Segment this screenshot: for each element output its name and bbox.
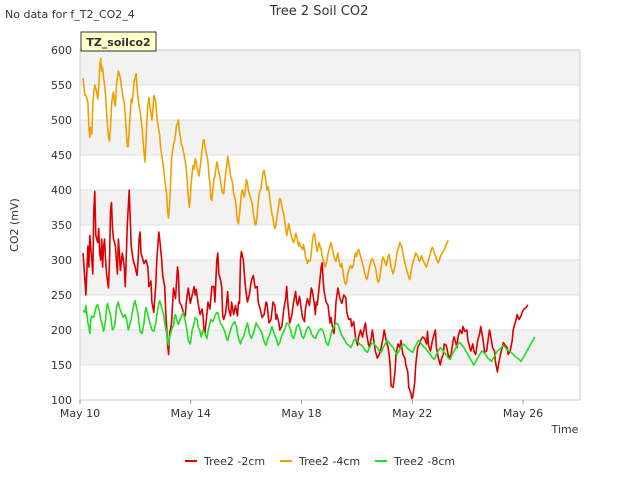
tz-badge-label: TZ_soilco2: [86, 36, 150, 49]
series-line-1: [82, 57, 449, 286]
x-tick-label-0: May 10: [60, 407, 100, 420]
chart-title: Tree 2 Soil CO2: [269, 4, 369, 19]
x-axis-ticks: May 10 May 14 May 18 May 22 May 26: [60, 400, 543, 420]
legend-label-0: Tree2 -2cm: [203, 455, 265, 468]
plot-area: 100 150 200 250 300 350 400 450 500 550 600 May 10…: [51, 44, 581, 420]
plot-frame: [79, 49, 581, 401]
y-tick-label-600: 600: [51, 44, 72, 57]
y-tick-label-400: 400: [51, 184, 72, 197]
x-tick-label-1: May 14: [171, 407, 211, 420]
no-data-note: No data for f_T2_CO2_4: [5, 8, 135, 21]
y-tick-label-450: 450: [51, 149, 72, 162]
legend-label-1: Tree2 -4cm: [298, 455, 360, 468]
band-4: [80, 50, 580, 85]
y-tick-label-350: 350: [51, 219, 72, 232]
y-tick-label-300: 300: [51, 254, 72, 267]
x-axis-label: Time: [551, 423, 579, 436]
y-tick-label-250: 250: [51, 289, 72, 302]
y-tick-label-100: 100: [51, 394, 72, 407]
series-lines: [82, 57, 536, 400]
tz-badge: TZ_soilco2: [80, 31, 157, 52]
y-axis-ticks: 100 150 200 250 300 350 400 450 500 550 600: [51, 44, 72, 407]
series-line-0: [82, 189, 529, 400]
x-tick-label-4: May 26: [503, 407, 543, 420]
y-tick-label-500: 500: [51, 114, 72, 127]
series-line-2: [82, 299, 536, 366]
y-tick-label-550: 550: [51, 79, 72, 92]
y-tick-label-200: 200: [51, 324, 72, 337]
tz-badge-box: [80, 31, 157, 52]
alternating-bands: [80, 50, 580, 365]
x-tick-label-3: May 22: [392, 407, 432, 420]
band-2: [80, 190, 580, 225]
legend-label-2: Tree2 -8cm: [393, 455, 455, 468]
band-3: [80, 120, 580, 155]
y-axis-label: CO2 (mV): [8, 198, 21, 252]
x-tick-label-2: May 18: [281, 407, 321, 420]
legend: Tree2 -2cm Tree2 -4cm Tree2 -8cm: [185, 455, 455, 468]
y-tick-label-150: 150: [51, 359, 72, 372]
